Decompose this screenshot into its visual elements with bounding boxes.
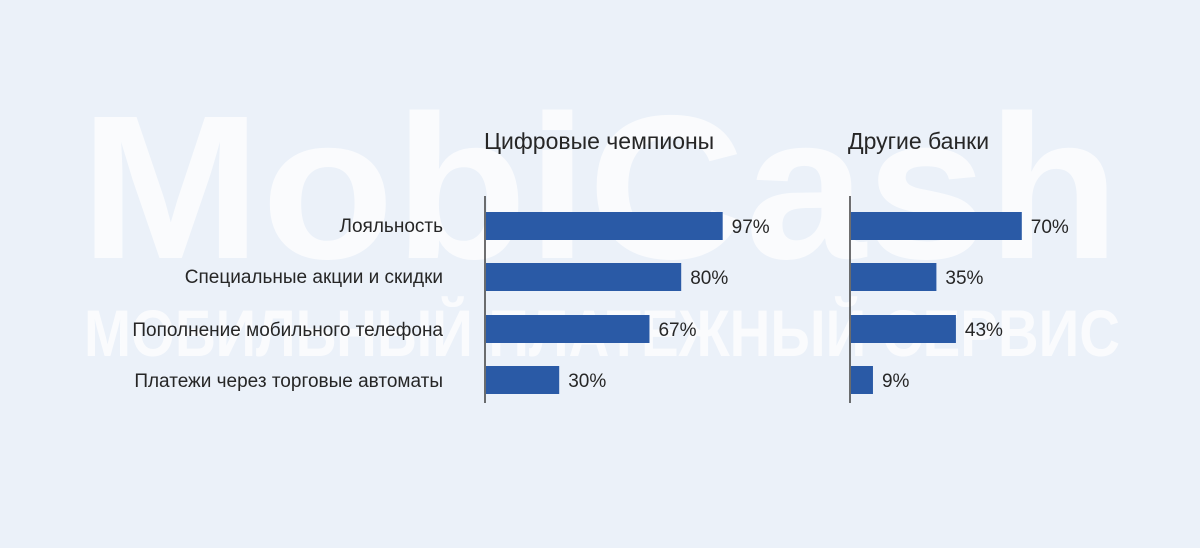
category-label: Специальные акции и скидки	[185, 267, 443, 288]
panel-other-banks: 70% 35% 43% 9%	[849, 196, 1069, 403]
panel-digital-champions: 97% 80% 67% 30%	[484, 196, 770, 403]
bar	[486, 263, 682, 291]
bar	[486, 315, 650, 343]
value-label: 9%	[882, 371, 910, 392]
bar	[851, 212, 1022, 240]
value-label: 67%	[658, 320, 696, 341]
value-label: 80%	[690, 268, 728, 289]
value-label: 97%	[732, 217, 770, 238]
bar	[486, 366, 560, 394]
category-labels: Лояльность Специальные акции и скидки По…	[132, 216, 443, 392]
bar	[851, 315, 956, 343]
value-label: 35%	[945, 268, 983, 289]
bar	[851, 366, 873, 394]
category-label: Платежи через торговые автоматы	[134, 371, 443, 392]
value-label: 30%	[568, 371, 606, 392]
value-label: 43%	[965, 320, 1003, 341]
bar	[486, 212, 723, 240]
bar	[851, 263, 937, 291]
panel-title-other-banks: Другие банки	[848, 128, 989, 154]
value-label: 70%	[1031, 217, 1069, 238]
panel-title-digital-champions: Цифровые чемпионы	[484, 128, 714, 154]
category-label: Пополнение мобильного телефона	[132, 320, 443, 341]
category-label: Лояльность	[340, 216, 444, 237]
